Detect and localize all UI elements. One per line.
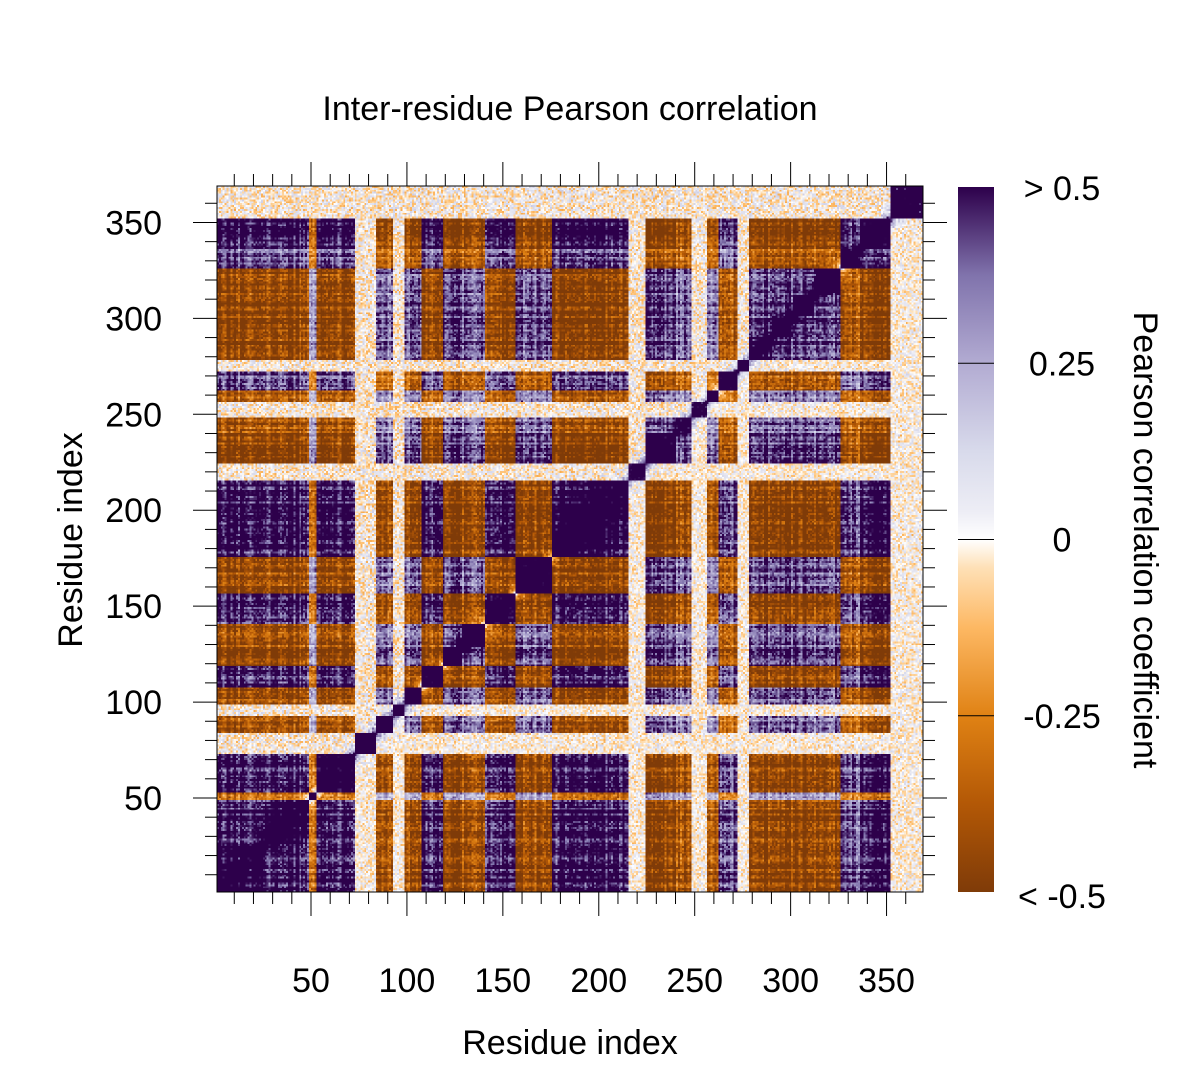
- y-axis-title: Residue index: [52, 432, 90, 647]
- x-tick-label: 50: [292, 962, 330, 1000]
- y-tick-label: 200: [105, 492, 162, 530]
- x-tick-label: 200: [570, 962, 627, 1000]
- y-tick-label: 250: [105, 396, 162, 434]
- x-tick-label: 350: [858, 962, 915, 1000]
- y-axis: 50 100 150 200 250 300 350: [105, 202, 947, 876]
- y-tick-label: 300: [105, 300, 162, 338]
- colorbar-tick-label: 0.25: [1029, 345, 1095, 383]
- y-tick-label: 350: [105, 204, 162, 242]
- colorbar-ticks: > 0.5 0.25 0 -0.25 < -0.5: [958, 170, 1106, 916]
- colorbar-title: Pearson correlation coefficient: [1126, 312, 1164, 769]
- x-tick-label: 150: [474, 962, 531, 1000]
- colorbar-tick-label: < -0.5: [1018, 878, 1106, 916]
- y-tick-label: 50: [124, 780, 162, 818]
- chart-title: Inter-residue Pearson correlation: [322, 90, 817, 128]
- plot-frame: [216, 185, 924, 893]
- colorbar-tick-label: 0: [1053, 522, 1072, 560]
- colorbar-tick-label: -0.25: [1023, 698, 1101, 736]
- x-axis-title: Residue index: [462, 1024, 677, 1062]
- y-tick-label: 100: [105, 684, 162, 722]
- x-tick-label: 250: [666, 962, 723, 1000]
- y-tick-label: 150: [105, 588, 162, 626]
- x-tick-label: 300: [762, 962, 819, 1000]
- x-tick-label: 100: [379, 962, 436, 1000]
- colorbar-tick-label: > 0.5: [1024, 170, 1101, 208]
- heatmap-cells: [217, 186, 923, 892]
- x-axis: 50 100 150 200 250 300 350: [233, 162, 915, 1000]
